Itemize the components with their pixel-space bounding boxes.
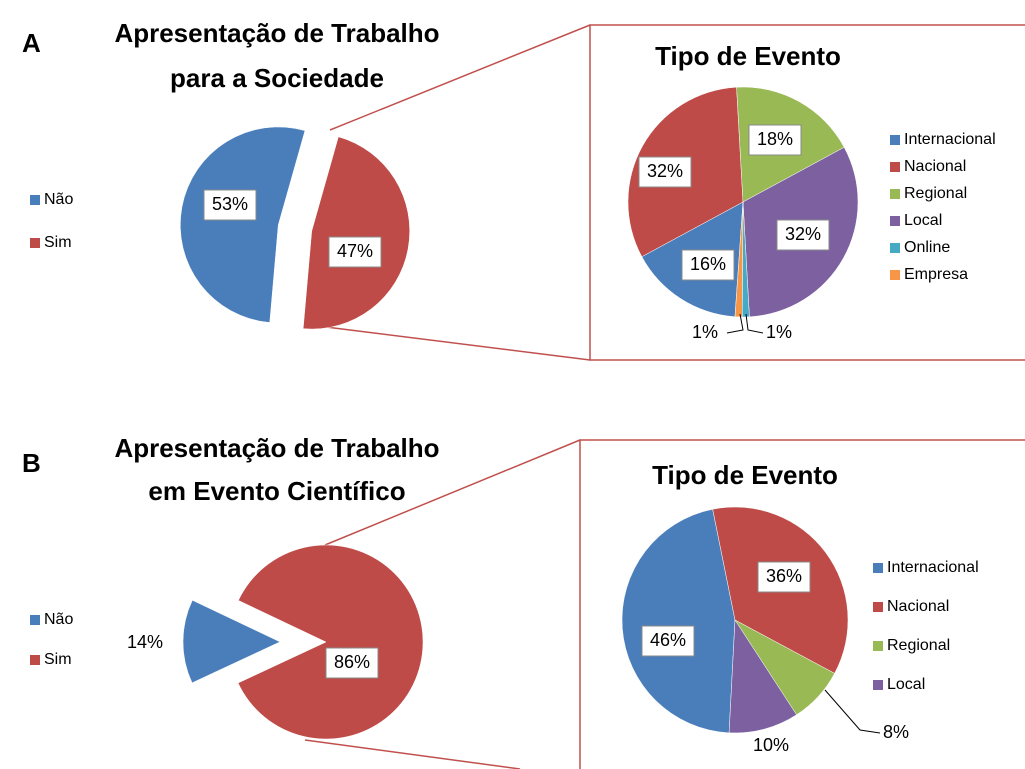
pie-slice: [621, 508, 736, 734]
label-box: [638, 156, 692, 188]
pie-slice: [180, 126, 306, 323]
label-box: [641, 625, 695, 657]
legend-swatch: [873, 602, 883, 612]
legend-swatch: [873, 563, 883, 573]
legend-swatch: [890, 162, 900, 172]
panel-label: B: [22, 448, 41, 478]
legend-label: Nacional: [904, 158, 966, 175]
chart-title: Tipo de Evento: [655, 41, 841, 71]
legend-swatch: [890, 243, 900, 253]
data-label: 8%: [883, 722, 909, 742]
label-box: [325, 647, 379, 679]
pie-slice: [182, 599, 281, 684]
legend-label: Sim: [44, 234, 72, 251]
label-box: [748, 124, 802, 156]
connector: [304, 739, 521, 769]
legend-swatch: [873, 680, 883, 690]
legend-label: Nacional: [887, 598, 949, 615]
legend-label: Internacional: [887, 559, 979, 576]
data-label: 46%: [650, 630, 686, 650]
legend-label: Não: [44, 611, 73, 628]
panel-label: A: [22, 28, 41, 58]
leader-line: [745, 313, 764, 334]
legend-swatch: [873, 641, 883, 651]
legend-swatch: [30, 238, 40, 248]
legend-swatch: [30, 195, 40, 205]
data-label: 14%: [127, 632, 163, 652]
chart-title: Tipo de Evento: [652, 460, 838, 490]
chart-title: em Evento Científico: [148, 476, 405, 506]
label-box: [776, 219, 830, 251]
label-box: [681, 249, 735, 281]
pie-slice: [734, 201, 744, 318]
legend-swatch: [30, 655, 40, 665]
leader-line: [824, 689, 881, 734]
legend-label: Internacional: [904, 131, 996, 148]
data-label: 32%: [647, 161, 683, 181]
leader-line: [726, 313, 744, 334]
connector: [309, 324, 591, 361]
data-label: 53%: [212, 194, 248, 214]
pie-slice: [302, 136, 410, 330]
legend-swatch: [890, 216, 900, 226]
data-label: 86%: [334, 652, 370, 672]
chart-title: Apresentação de Trabalho: [114, 18, 439, 48]
data-label: 18%: [757, 129, 793, 149]
legend-label: Online: [904, 239, 950, 256]
data-label: 36%: [766, 566, 802, 586]
legend-label: Local: [887, 676, 925, 693]
data-label: 16%: [690, 254, 726, 274]
connector: [329, 24, 591, 131]
connector: [324, 439, 581, 546]
legend-label: Sim: [44, 651, 72, 668]
legend-swatch: [890, 135, 900, 145]
legend-label: Não: [44, 191, 73, 208]
data-label: 10%: [753, 735, 789, 755]
zoom-frames: [304, 24, 1025, 769]
legend-swatch: [890, 270, 900, 280]
label-box: [328, 236, 382, 268]
chart-title: para a Sociedade: [170, 63, 384, 93]
pie-slice: [237, 544, 424, 740]
data-label: 1%: [692, 322, 718, 342]
legend-swatch: [890, 189, 900, 199]
label-box: [203, 189, 257, 221]
data-label: 1%: [766, 322, 792, 342]
frame: [579, 439, 1025, 769]
legend-label: Empresa: [904, 266, 968, 283]
data-label: 47%: [337, 241, 373, 261]
pie-slice: [728, 619, 797, 734]
label-box: [757, 561, 811, 593]
frame: [589, 24, 1025, 361]
legend-label: Local: [904, 212, 942, 229]
legend-label: Regional: [904, 185, 967, 202]
legend-label: Regional: [887, 637, 950, 654]
legend-swatch: [30, 615, 40, 625]
chart-title: Apresentação de Trabalho: [114, 433, 439, 463]
data-label: 32%: [785, 224, 821, 244]
